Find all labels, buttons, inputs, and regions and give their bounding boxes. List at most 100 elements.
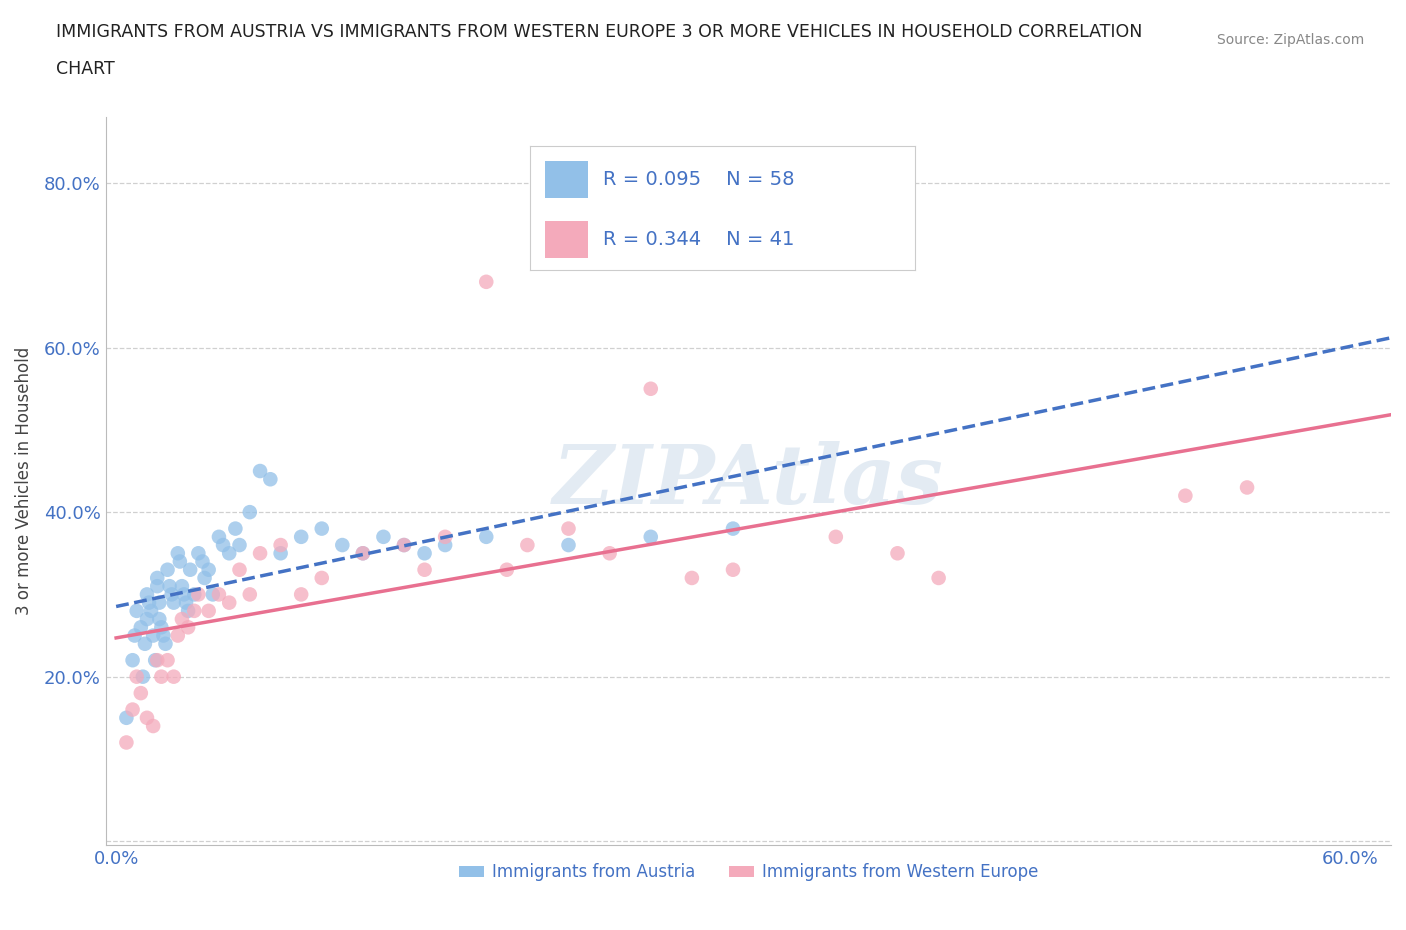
Point (475, 274, 498, 289)
Point (193, 570, 215, 585)
Point (311, 570, 333, 585)
Point (1174, 488, 1197, 503)
Point (239, 505, 262, 520)
Point (136, 711, 159, 725)
Point (290, 529, 312, 544)
Point (148, 595, 170, 610)
Point (124, 628, 146, 643)
Point (160, 587, 183, 602)
Point (177, 604, 200, 618)
Point (270, 546, 292, 561)
Point (148, 612, 170, 627)
Point (115, 711, 138, 725)
Point (170, 578, 193, 593)
Point (373, 529, 395, 544)
Point (183, 604, 205, 618)
Legend: Immigrants from Austria, Immigrants from Western Europe: Immigrants from Austria, Immigrants from… (451, 857, 1045, 888)
Point (475, 529, 498, 544)
Point (150, 670, 173, 684)
Point (146, 570, 169, 585)
Point (174, 595, 197, 610)
Point (201, 587, 224, 602)
Point (557, 538, 579, 552)
Point (121, 653, 143, 668)
Point (249, 463, 271, 478)
Point (163, 670, 186, 684)
Point (125, 604, 148, 618)
Text: Source: ZipAtlas.com: Source: ZipAtlas.com (1216, 33, 1364, 46)
Point (228, 538, 250, 552)
Point (156, 563, 179, 578)
Point (146, 578, 169, 593)
Point (224, 521, 246, 536)
Text: ZIPAtlas: ZIPAtlas (553, 442, 943, 522)
Point (159, 578, 181, 593)
Point (212, 538, 235, 552)
Point (129, 620, 152, 635)
Point (208, 587, 231, 602)
Point (886, 546, 908, 561)
Point (187, 587, 209, 602)
Point (179, 563, 201, 578)
Point (132, 670, 155, 684)
Point (136, 587, 159, 602)
Point (152, 628, 174, 643)
Point (681, 570, 703, 585)
Text: CHART: CHART (56, 60, 115, 78)
Point (170, 612, 193, 627)
Point (392, 538, 415, 552)
Point (129, 685, 152, 700)
Point (640, 529, 662, 544)
Point (163, 595, 186, 610)
Point (136, 612, 159, 627)
Point (121, 702, 143, 717)
Point (270, 538, 292, 552)
Point (169, 554, 191, 569)
Point (173, 587, 195, 602)
Point (187, 546, 209, 561)
Point (352, 546, 374, 561)
Point (352, 546, 374, 561)
Point (392, 538, 415, 552)
Point (413, 563, 436, 578)
Point (134, 636, 156, 651)
Point (249, 546, 271, 561)
Point (142, 719, 165, 734)
Point (928, 570, 950, 585)
Point (197, 563, 219, 578)
Point (434, 529, 457, 544)
Point (115, 735, 138, 750)
Point (495, 563, 517, 578)
Point (721, 521, 744, 536)
Point (156, 653, 179, 668)
Point (155, 636, 177, 651)
Point (146, 653, 169, 668)
Point (413, 546, 436, 561)
Point (259, 472, 281, 486)
Point (150, 620, 173, 635)
Point (166, 628, 188, 643)
Point (139, 604, 162, 618)
Point (434, 538, 457, 552)
Point (143, 653, 166, 668)
Point (330, 538, 353, 552)
Point (557, 521, 579, 536)
Point (142, 628, 165, 643)
Point (138, 595, 160, 610)
Point (191, 554, 214, 569)
Y-axis label: 3 or more Vehicles in Household: 3 or more Vehicles in Household (15, 347, 32, 616)
Point (218, 595, 240, 610)
Point (218, 546, 240, 561)
Point (824, 529, 846, 544)
Point (166, 546, 188, 561)
Point (239, 587, 262, 602)
Point (228, 563, 250, 578)
Point (183, 587, 205, 602)
Point (197, 604, 219, 618)
Point (177, 620, 200, 635)
Point (125, 670, 148, 684)
Point (721, 563, 744, 578)
Point (290, 587, 312, 602)
Point (311, 521, 333, 536)
Point (208, 529, 231, 544)
